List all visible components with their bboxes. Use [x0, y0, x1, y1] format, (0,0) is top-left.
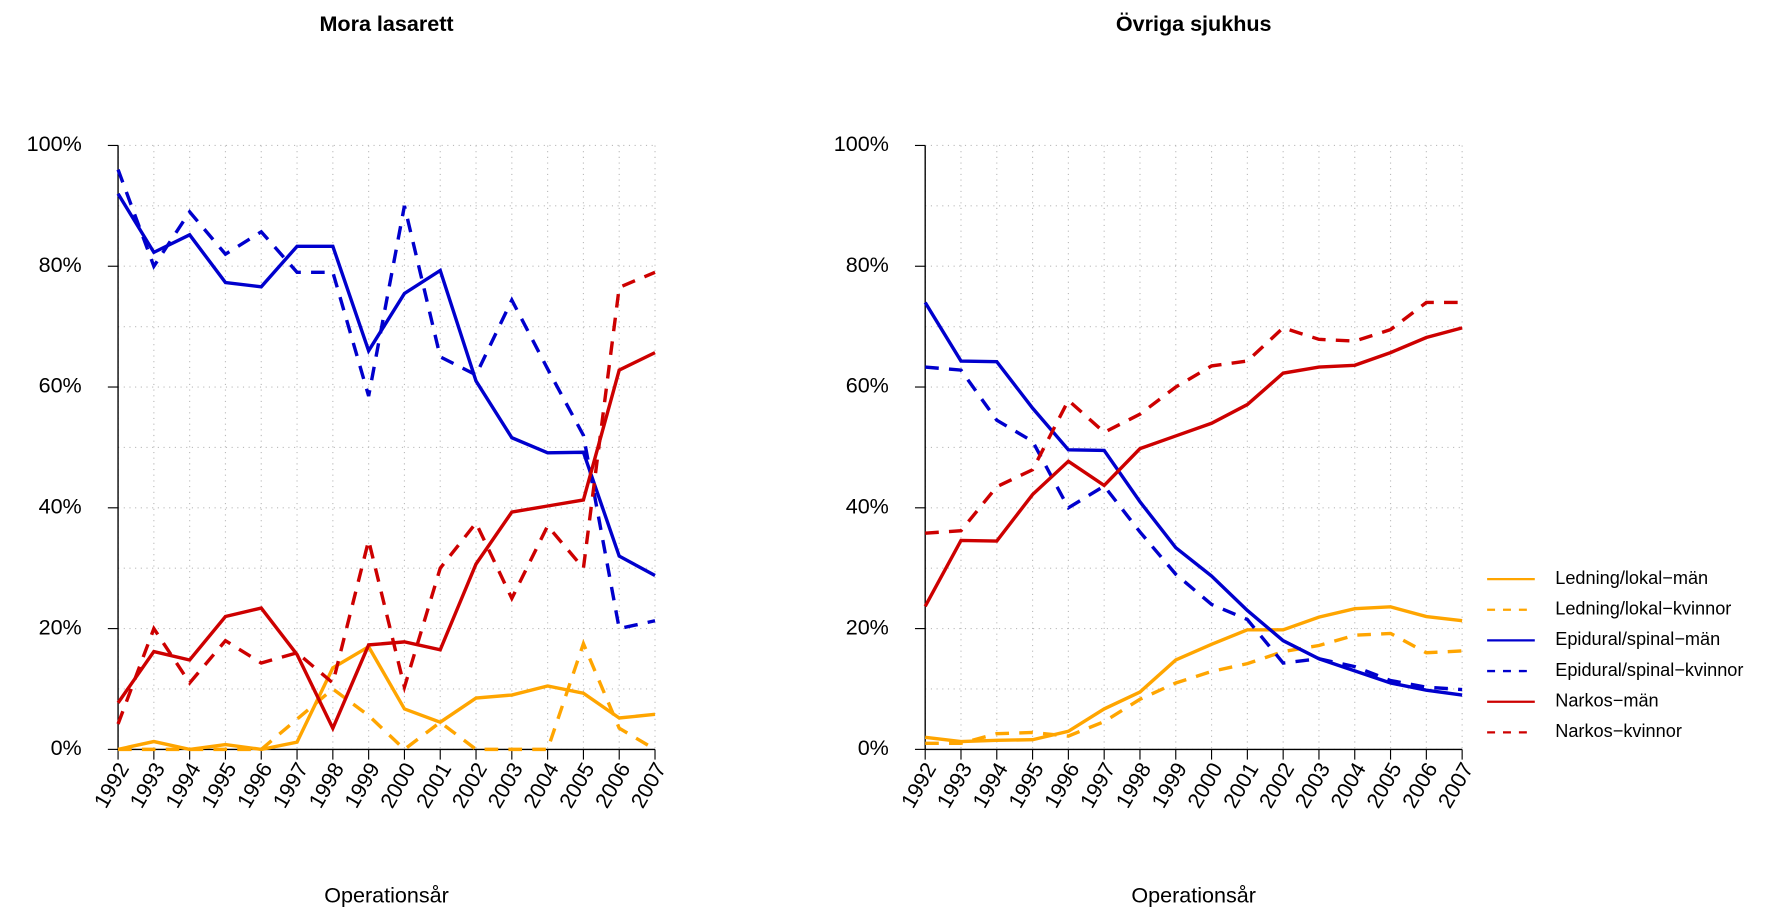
x-tick-label: 1995 — [196, 758, 242, 812]
x-tick-label: 2000 — [375, 758, 421, 812]
series-line — [925, 300, 1463, 535]
x-tick-label: 1997 — [267, 758, 313, 812]
legend-label: Epidural/spinal−kvinnor — [1555, 660, 1743, 680]
series-line — [116, 169, 656, 631]
x-tick-label: 1998 — [1110, 758, 1156, 812]
legend-label: Ledning/lokal−män — [1555, 568, 1708, 588]
x-tick-label: 1995 — [1003, 758, 1049, 812]
x-tick-label: 2001 — [411, 758, 457, 812]
series-line — [116, 351, 656, 733]
y-tick-label: 80% — [39, 252, 82, 277]
x-tick-label: 1993 — [931, 758, 977, 812]
series-line — [923, 301, 1463, 697]
series-line — [925, 365, 1463, 692]
x-tick-label: 2004 — [1325, 758, 1371, 812]
x-tick-label: 1994 — [160, 758, 206, 812]
y-tick-label: 20% — [846, 614, 889, 639]
y-tick-label: 20% — [39, 614, 82, 639]
y-tick-label: 100% — [27, 131, 82, 156]
legend-label: Narkos−män — [1555, 691, 1658, 711]
y-tick-label: 0% — [858, 735, 889, 760]
y-tick-label: 80% — [846, 252, 889, 277]
x-tick-label: 1996 — [1039, 758, 1085, 812]
x-axis-label: Operationsår — [1131, 883, 1256, 908]
x-tick-label: 1999 — [1146, 758, 1192, 812]
x-tick-label: 2006 — [590, 758, 636, 812]
x-tick-label: 2007 — [625, 758, 671, 812]
x-tick-label: 2003 — [1289, 758, 1335, 812]
x-tick-label: 2004 — [518, 758, 564, 812]
chart-title: Övriga sjukhus — [1116, 11, 1272, 36]
legend-label: Ledning/lokal−kvinnor — [1555, 599, 1731, 619]
x-tick-label: 2001 — [1218, 758, 1264, 812]
x-tick-label: 1993 — [124, 758, 170, 812]
x-tick-label: 2005 — [1361, 758, 1407, 812]
x-tick-label: 2000 — [1182, 758, 1228, 812]
x-tick-label: 2005 — [554, 758, 600, 812]
x-tick-label: 1997 — [1075, 758, 1121, 812]
series-line — [117, 644, 656, 752]
legend-label: Narkos−kvinnor — [1555, 721, 1682, 741]
y-tick-label: 60% — [39, 373, 82, 398]
series-line — [116, 270, 656, 725]
series-line — [923, 326, 1463, 608]
chart-title: Mora lasarett — [319, 11, 453, 36]
y-tick-label: 0% — [51, 735, 82, 760]
x-tick-label: 1994 — [967, 758, 1013, 812]
series-line — [924, 605, 1463, 744]
x-tick-label: 2002 — [1254, 758, 1300, 812]
legend-label: Epidural/spinal−män — [1555, 629, 1720, 649]
y-tick-label: 40% — [846, 493, 889, 518]
x-tick-label: 1998 — [303, 758, 349, 812]
y-tick-label: 100% — [834, 131, 889, 156]
x-tick-label: 2006 — [1397, 758, 1443, 812]
x-tick-label: 2002 — [446, 758, 492, 812]
x-tick-label: 2007 — [1433, 758, 1479, 812]
x-tick-label: 1992 — [896, 758, 942, 812]
x-tick-label: 1999 — [339, 758, 385, 812]
series-line — [118, 638, 656, 752]
y-tick-label: 60% — [846, 373, 889, 398]
x-tick-label: 2003 — [482, 758, 528, 812]
x-tick-label: 1996 — [232, 758, 278, 812]
series-line — [116, 192, 656, 577]
y-tick-label: 40% — [39, 493, 82, 518]
x-axis-label: Operationsår — [324, 883, 449, 908]
x-tick-label: 1992 — [89, 758, 135, 812]
series-line — [925, 631, 1463, 746]
